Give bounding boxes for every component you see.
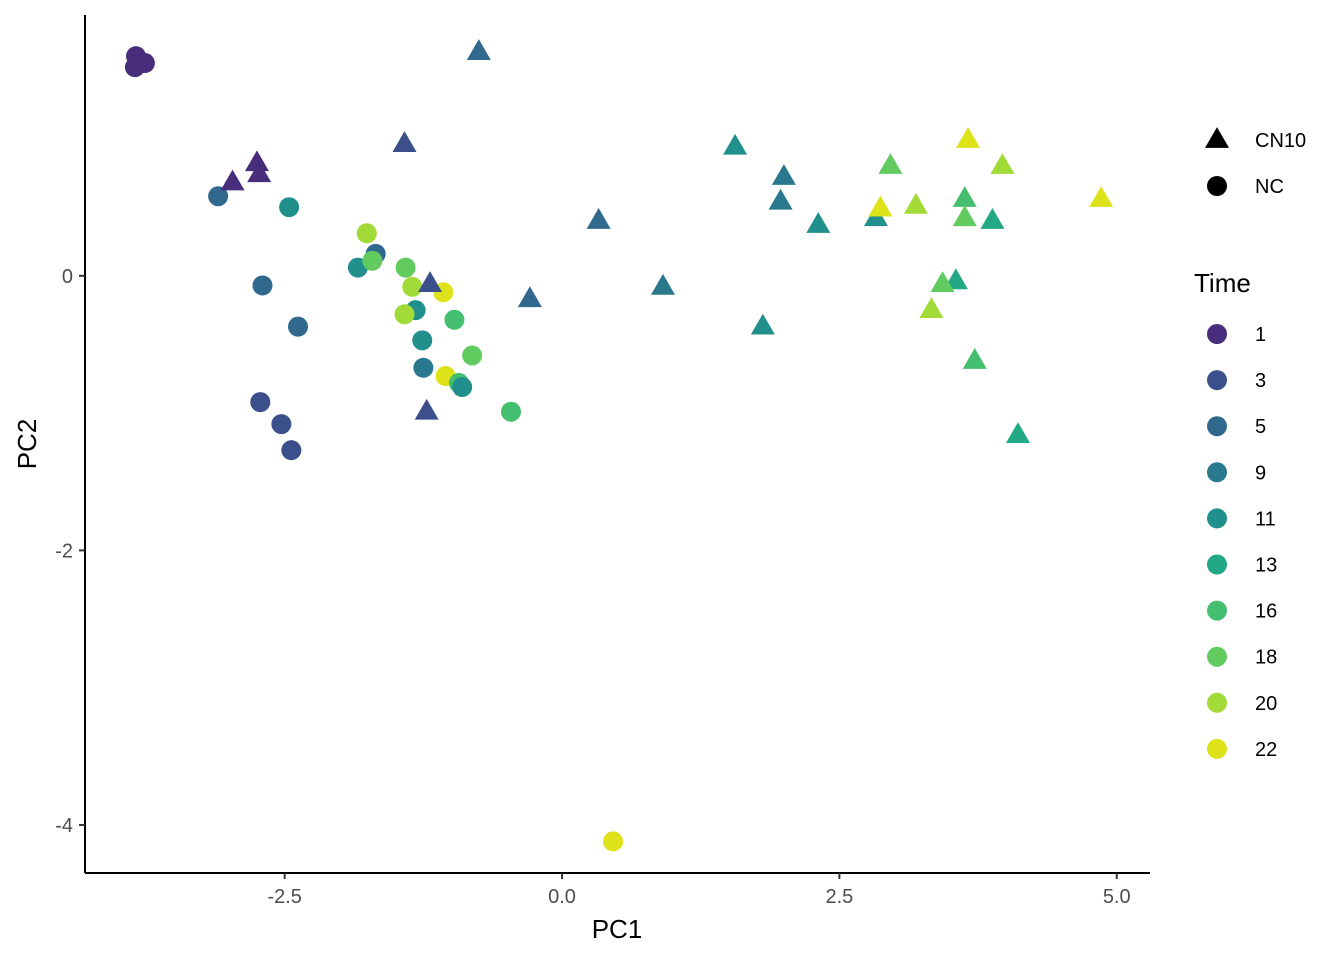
- legend-swatch: [1207, 738, 1227, 759]
- data-point-nc: [271, 414, 292, 435]
- legend-swatch: [1207, 370, 1227, 391]
- data-point-nc: [362, 250, 383, 271]
- plot-panel: -2.5 0.0 2.5 5.0 -4 -2 0: [55, 15, 1150, 908]
- data-point-cn10: [962, 348, 987, 369]
- color-legend-label: 18: [1255, 647, 1277, 669]
- data-point-nc: [444, 309, 465, 330]
- data-point-nc: [208, 186, 229, 207]
- legend-swatch: [1207, 692, 1227, 713]
- data-point-nc: [603, 831, 624, 852]
- y-tick-label: -4: [55, 815, 73, 837]
- legend-swatch: [1207, 600, 1227, 621]
- shape-legend-label: CN10: [1255, 130, 1306, 152]
- legend-triangle-icon: [1205, 127, 1229, 148]
- data-point-cn10: [414, 398, 439, 420]
- data-point-cn10: [418, 271, 443, 292]
- data-point-cn10: [878, 153, 903, 174]
- data-point-cn10: [919, 297, 944, 319]
- x-axis-ticks: -2.5 0.0 2.5 5.0: [267, 873, 1131, 908]
- data-point-cn10: [1089, 186, 1114, 207]
- data-point-cn10: [650, 273, 675, 295]
- color-legend-label: 3: [1255, 370, 1266, 392]
- data-point-cn10: [466, 39, 491, 60]
- x-tick-label: 0.0: [548, 886, 576, 908]
- data-point-cn10: [990, 153, 1015, 174]
- data-point-cn10: [930, 271, 955, 292]
- color-legend-label: 16: [1255, 601, 1277, 623]
- color-legend-label: 5: [1255, 416, 1266, 438]
- data-point-cn10: [956, 127, 981, 148]
- data-point-cn10: [750, 313, 775, 335]
- data-point-nc: [281, 440, 302, 461]
- data-point-nc: [412, 330, 433, 351]
- data-point-cn10: [806, 212, 831, 233]
- legend-swatch: [1207, 324, 1227, 344]
- data-point-nc: [279, 197, 300, 218]
- data-point-cn10: [517, 286, 542, 308]
- x-tick-label: 2.5: [825, 886, 853, 908]
- shape-legend: CN10 NC: [1205, 127, 1306, 198]
- data-points: [124, 39, 1114, 852]
- data-point-cn10: [586, 208, 611, 229]
- x-tick-label: -2.5: [267, 886, 301, 908]
- x-axis-title: PC1: [592, 914, 643, 944]
- data-point-nc: [250, 392, 271, 413]
- data-point-cn10: [723, 133, 748, 155]
- color-legend-label: 22: [1255, 739, 1277, 761]
- legend-circle-icon: [1207, 176, 1227, 196]
- color-legend-label: 13: [1255, 555, 1277, 577]
- shape-legend-label: NC: [1255, 176, 1284, 198]
- data-point-nc: [288, 316, 308, 337]
- data-point-cn10: [220, 169, 245, 191]
- data-point-nc: [462, 345, 483, 366]
- data-point-nc: [402, 276, 423, 297]
- legend-swatch: [1207, 646, 1227, 667]
- data-point-cn10: [1005, 422, 1030, 443]
- legend-swatch: [1207, 554, 1227, 575]
- data-point-cn10: [952, 186, 977, 207]
- data-point-nc: [413, 357, 434, 378]
- data-point-nc: [356, 223, 377, 244]
- legend-swatch: [1207, 508, 1227, 529]
- y-tick-label: -2: [55, 540, 73, 562]
- color-legend-label: 9: [1255, 462, 1266, 484]
- legend-swatch: [1207, 462, 1227, 483]
- data-point-cn10: [247, 161, 272, 183]
- data-point-nc: [394, 304, 415, 325]
- data-point-cn10: [903, 192, 928, 214]
- x-tick-label: 5.0: [1103, 886, 1131, 908]
- data-point-nc: [501, 401, 521, 422]
- data-point-cn10: [980, 208, 1005, 229]
- legend-swatch: [1207, 416, 1227, 437]
- y-tick-label: 0: [62, 266, 73, 288]
- data-point-cn10: [868, 195, 893, 217]
- data-point-cn10: [952, 205, 977, 227]
- color-legend-label: 20: [1255, 693, 1277, 715]
- data-point-nc: [252, 275, 273, 296]
- color-legend-label: 11: [1255, 508, 1276, 530]
- y-axis-title: PC2: [12, 419, 42, 470]
- data-point-cn10: [771, 164, 796, 185]
- y-axis-ticks: -4 -2 0: [55, 266, 85, 837]
- data-point-cn10: [392, 131, 417, 152]
- data-point-nc: [395, 257, 416, 278]
- data-point-nc: [134, 53, 155, 74]
- color-legend-label: 1: [1255, 324, 1266, 346]
- color-legend-title: Time: [1194, 268, 1251, 298]
- data-point-cn10: [768, 188, 793, 210]
- data-point-cn10: [244, 150, 269, 172]
- data-point-nc: [452, 377, 473, 398]
